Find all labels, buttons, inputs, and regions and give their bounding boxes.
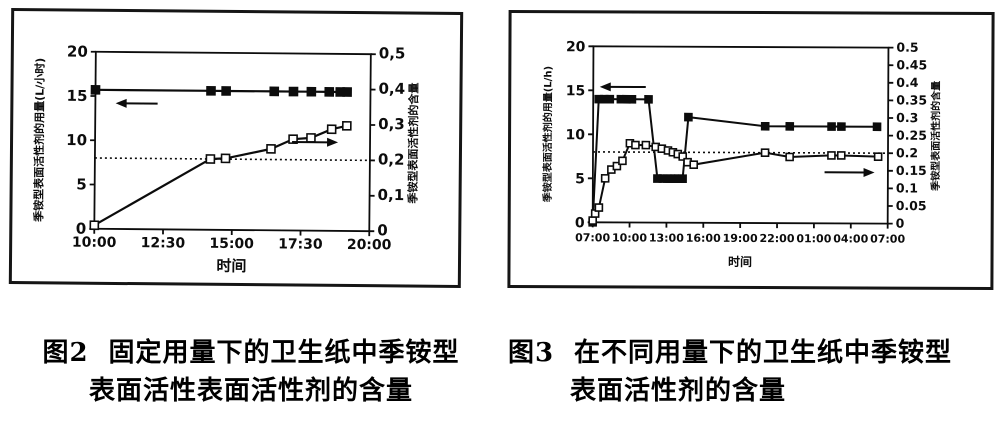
x-axis-title: 时间 [216,257,246,275]
reference-line [94,157,370,162]
svg-text:01:00: 01:00 [796,232,831,245]
svg-text:19:00: 19:00 [723,232,758,245]
svg-text:10: 10 [66,131,87,149]
x-axis-title: 时间 [728,254,752,269]
svg-text:10:00: 10:00 [612,231,647,244]
figure3-label: 图3 [507,338,555,368]
right-axis-title: 季铵型表面活性剂的含量 [929,81,942,192]
svg-text:0,1: 0,1 [378,186,405,204]
svg-text:0.1: 0.1 [896,180,918,195]
right-axis-title: 季铵型表面活性剂的含量 [406,82,421,204]
svg-text:16:00: 16:00 [686,232,721,245]
figure2-chart-frame: 0 5 10 15 20 0 0,1 0,2 0,3 0,4 0,5 10:00 12:30 15:00 1… [8,8,464,288]
right-axis-arrow-icon [292,137,339,147]
svg-text:10: 10 [566,127,586,143]
series-content [588,138,883,225]
figure2-caption-text: 固定用量下的卫生纸中季铵型 [108,338,460,368]
svg-text:0: 0 [377,221,388,239]
left-axis-title: 季铵型表面活性剂的用量(L/小时) [31,58,46,223]
svg-text:0,4: 0,4 [378,80,405,98]
svg-text:0.4: 0.4 [896,75,919,90]
svg-text:0.3: 0.3 [896,110,918,125]
svg-text:0.2: 0.2 [896,145,918,160]
svg-text:15: 15 [66,87,87,105]
figure3-caption-text: 在不同用量下的卫生纸中季铵型 [574,338,953,368]
figure3-chart-frame: 0 5 10 15 20 0 0.05 0.1 0.15 0.2 0.25 0.3 0.35 0.4 0.4… [507,9,995,291]
figure3-caption-line1: 图3 在不同用量下的卫生纸中季铵型 [483,334,977,372]
svg-text:0: 0 [76,220,87,238]
svg-text:0,2: 0,2 [378,150,405,168]
figure2-caption-line2: 表面活性表面活性剂的含量 [88,376,413,406]
svg-text:5: 5 [76,175,87,193]
figure3-caption: 图3 在不同用量下的卫生纸中季铵型 表面活性剂的含量 [483,334,977,410]
figure2-caption: 图2 固定用量下的卫生纸中季铵型 表面活性表面活性剂的含量 [22,334,480,410]
svg-text:0,5: 0,5 [379,44,406,62]
svg-text:07:00: 07:00 [870,233,905,246]
svg-text:17:30: 17:30 [278,236,323,252]
svg-text:0.15: 0.15 [896,163,927,178]
series-dosage [588,82,882,227]
svg-text:0: 0 [896,216,905,231]
figure3-chart: 0 5 10 15 20 0 0.05 0.1 0.15 0.2 0.25 0.3 0.35 0.4 0.4… [541,39,943,269]
svg-text:15:00: 15:00 [209,236,254,252]
svg-text:20:00: 20:00 [347,237,392,253]
left-axis-title: 季铵型表面活性剂的用量(L/h) [541,66,555,203]
axes [587,45,894,229]
figure2-caption-line1: 图2 固定用量下的卫生纸中季铵型 [22,334,480,372]
left-axis-arrow-icon [115,98,158,108]
series-dosage [90,84,352,108]
left-axis-arrow-icon [599,82,646,92]
svg-text:0: 0 [575,215,585,231]
svg-text:13:00: 13:00 [649,232,684,245]
svg-text:0.5: 0.5 [896,40,918,55]
svg-text:04:00: 04:00 [833,232,868,245]
svg-text:0.45: 0.45 [896,57,927,72]
svg-text:10:00: 10:00 [72,235,117,251]
right-axis-arrow-icon [824,167,875,177]
svg-text:20: 20 [566,39,586,55]
svg-text:22:00: 22:00 [759,232,794,245]
figure2-chart: 0 5 10 15 20 0 0,1 0,2 0,3 0,4 0,5 10:00 12:30 15:00 1… [31,43,421,276]
svg-text:0.05: 0.05 [896,198,927,213]
svg-text:0.35: 0.35 [896,92,927,107]
series-content [89,120,352,231]
svg-text:0,3: 0,3 [378,115,405,133]
figure2-label: 图2 [42,338,89,368]
svg-text:5: 5 [575,171,585,187]
svg-text:12:30: 12:30 [141,235,186,251]
svg-text:07:00: 07:00 [575,231,610,244]
svg-text:0.25: 0.25 [896,128,927,143]
svg-text:15: 15 [566,83,586,99]
svg-text:20: 20 [67,43,88,61]
figure3-caption-line2: 表面活性剂的含量 [569,376,786,406]
